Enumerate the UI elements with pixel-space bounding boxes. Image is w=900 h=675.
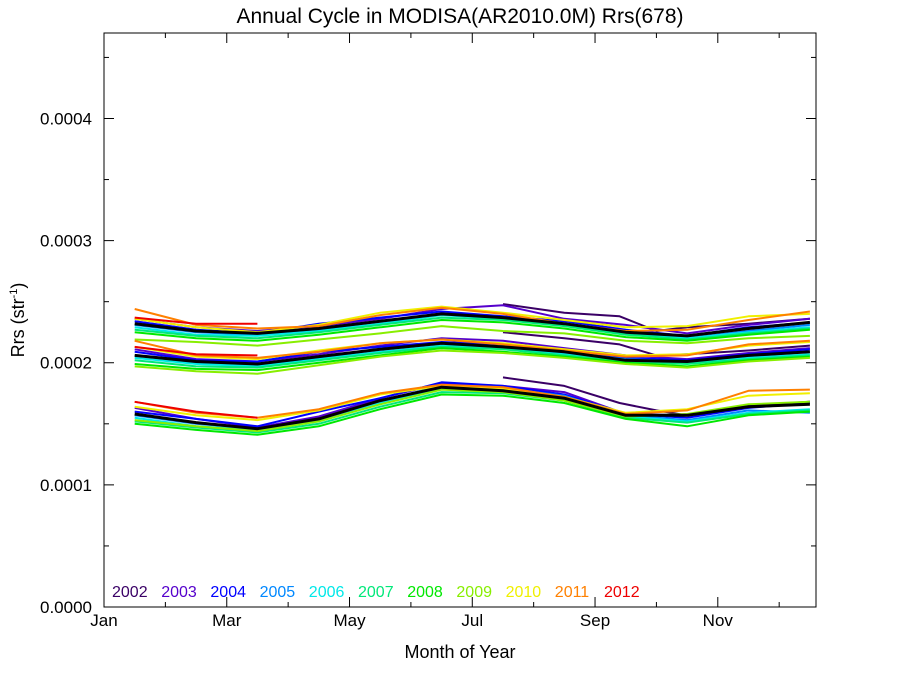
series-line-2008-middle xyxy=(134,347,810,372)
y-tick-label: 0.0001 xyxy=(40,476,92,495)
y-axis-label-main: Rrs (str xyxy=(8,298,28,357)
mean-layer xyxy=(134,312,811,431)
series-line-2008-lower xyxy=(134,393,810,436)
series-line-2009-upper xyxy=(134,325,810,347)
mean-line-middle xyxy=(134,341,810,366)
y-axis-label-superscript: -1 xyxy=(8,289,20,299)
legend-entry-2007: 2007 xyxy=(358,584,394,601)
legend-entry-2005: 2005 xyxy=(260,584,296,601)
series-layer xyxy=(134,303,811,436)
y-axis-label-close: ) xyxy=(8,283,28,289)
x-tick-label: Jan xyxy=(90,611,117,630)
legend-entry-2002: 2002 xyxy=(112,584,148,601)
series-line-2010-upper xyxy=(134,305,810,334)
series-line-2009-middle xyxy=(134,349,810,375)
series-line-2012-upper xyxy=(134,316,258,325)
x-axis-label: Month of Year xyxy=(404,642,515,662)
series-line-2007-middle xyxy=(134,345,810,369)
legend-entry-2008: 2008 xyxy=(407,584,443,601)
tick-layer xyxy=(103,33,816,608)
legend-entry-2011: 2011 xyxy=(555,584,590,601)
y-tick-label: 0.0002 xyxy=(40,354,92,373)
chart-title: Annual Cycle in MODISA(AR2010.0M) Rrs(67… xyxy=(237,5,684,28)
series-line-2004-lower xyxy=(134,381,810,428)
legend-entry-2006: 2006 xyxy=(309,584,345,601)
series-line-2012-lower xyxy=(134,400,258,419)
mean-line-lower xyxy=(134,385,810,431)
legend: 2002 2003 2004 2005 2006 2007 2008 2009 2010 2011… xyxy=(112,584,640,601)
series-line-2007-lower xyxy=(134,391,810,434)
series-line-2012-middle xyxy=(134,345,258,357)
mean-line-upper xyxy=(134,312,811,338)
x-tick-label: Sep xyxy=(580,611,610,630)
legend-entry-2009: 2009 xyxy=(456,584,492,601)
series-line-2008-upper xyxy=(134,319,810,342)
x-tick-label: Mar xyxy=(212,611,242,630)
legend-entry-2004: 2004 xyxy=(210,584,246,601)
y-tick-label: 0.0003 xyxy=(40,232,92,251)
y-tick-label: 0.0004 xyxy=(40,109,92,128)
x-tick-label: Nov xyxy=(703,611,734,630)
y-tick-label: 0.0000 xyxy=(40,598,92,617)
x-tick-label: May xyxy=(333,611,366,630)
series-line-2011-middle xyxy=(134,338,810,359)
series-line-2011-upper xyxy=(134,306,811,332)
y-axis-label: Rrs (str-1) xyxy=(8,283,28,358)
plot-frame xyxy=(103,32,817,608)
y-tick-labels: 0.0000 0.0001 0.0002 0.0003 0.0004 xyxy=(40,109,92,617)
x-tick-labels: Jan Mar May Jul Sep Nov xyxy=(90,611,733,630)
series-line-2007-upper xyxy=(134,316,810,341)
x-tick-label: Jul xyxy=(461,611,483,630)
legend-entry-2010: 2010 xyxy=(506,584,542,601)
legend-entry-2012: 2012 xyxy=(604,584,640,601)
legend-entry-2003: 2003 xyxy=(161,584,197,601)
